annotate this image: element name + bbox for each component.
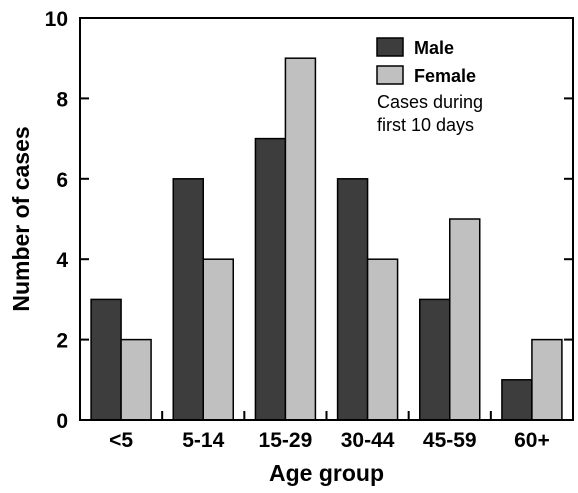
bar-female-5-14 [202, 258, 234, 421]
bar-male-60 [501, 379, 533, 421]
bar-female-15-29 [284, 57, 317, 421]
y-tick-label-0: 0 [56, 410, 68, 433]
x-axis-ticks: <5 5-14 15-29 30-44 45-59 60+ [109, 411, 550, 452]
bars-group [90, 57, 563, 421]
plot-frame [79, 17, 574, 421]
y-tick-label-4: 4 [56, 249, 68, 272]
bar-male-30-44 [336, 178, 369, 421]
legend: Male Female Cases during first 10 days [376, 37, 483, 135]
x-tick-label-45-59: 45-59 [423, 429, 477, 452]
y-tick-label-10: 10 [45, 8, 68, 31]
legend-label-male: Male [414, 38, 454, 58]
bar-female-60 [531, 338, 563, 421]
bar-male-5 [90, 298, 122, 421]
x-tick-label-5-14: 5-14 [182, 429, 224, 452]
x-tick-label-30-44: 30-44 [341, 429, 395, 452]
annotation-line-2: first 10 days [377, 115, 474, 135]
bar-male-15-29 [254, 137, 287, 421]
legend-swatch-female [376, 65, 404, 85]
y-tick-label-2: 2 [56, 330, 68, 353]
x-tick-label-15-29: 15-29 [259, 429, 313, 452]
bar-female-45-59 [449, 218, 481, 421]
legend-swatch-male [376, 37, 404, 57]
bar-female-30-44 [366, 258, 399, 421]
x-tick-label-60: 60+ [514, 429, 550, 452]
y-tick-label-8: 8 [56, 88, 68, 111]
bar-male-45-59 [419, 298, 451, 421]
legend-label-female: Female [414, 66, 476, 86]
y-tick-label-6: 6 [56, 169, 68, 192]
y-axis-ticks: 0 2 4 6 8 10 [45, 8, 573, 433]
y-axis-title: Number of cases [8, 126, 34, 311]
bar-female-5 [120, 338, 152, 421]
x-tick-label-5: <5 [109, 429, 133, 452]
x-axis-title: Age group [269, 460, 384, 486]
bar-male-5-14 [172, 178, 204, 421]
annotation-line-1: Cases during [377, 92, 483, 112]
